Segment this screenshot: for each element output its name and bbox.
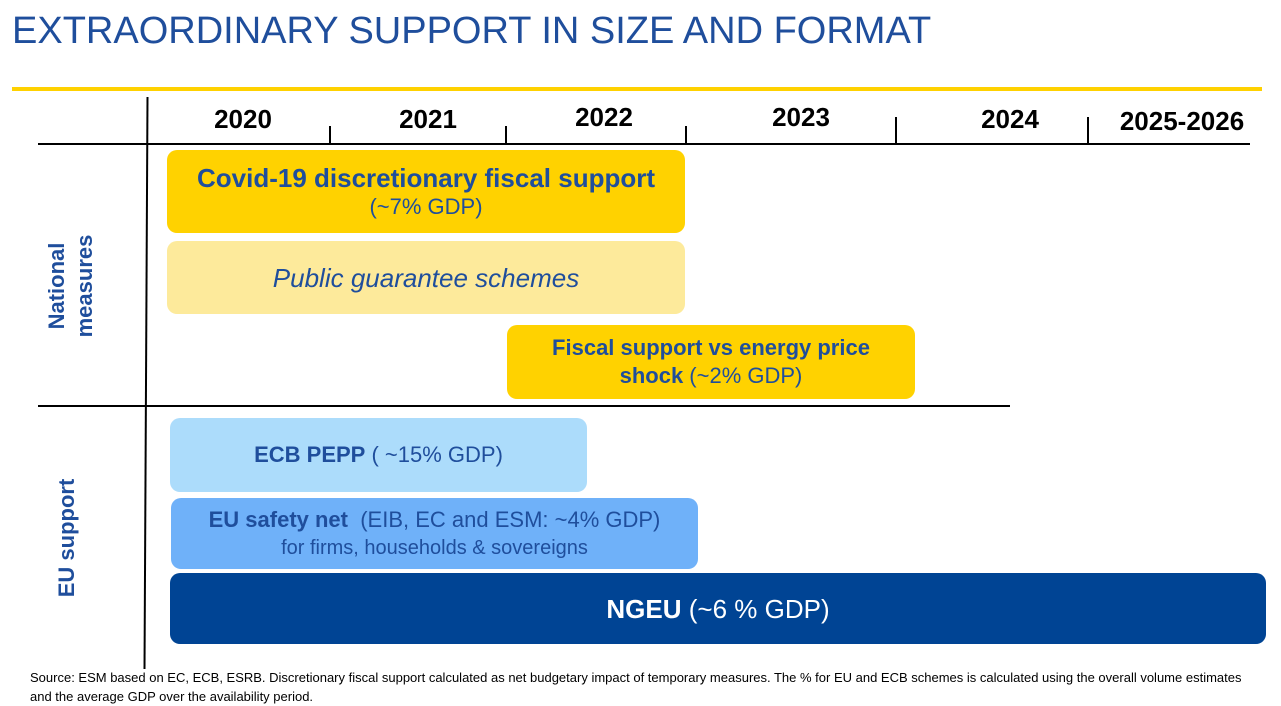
guarantee-bar-label: Public guarantee schemes	[272, 262, 580, 293]
safety-net-bar-line2: for firms, households & sovereigns	[281, 536, 588, 559]
eu-safety-net-bar: EU safety net (EIB, EC and ESM: ~4% GDP)…	[171, 498, 698, 569]
ngeu-bar-value: (~6 % GDP)	[681, 593, 830, 624]
year-tick	[1087, 117, 1089, 143]
section-divider-line	[38, 405, 1010, 407]
eu-support-label: EU support	[53, 478, 81, 598]
eu-label-text: EU support	[54, 478, 79, 598]
energy-bar-value: (~2% GDP)	[683, 363, 803, 388]
year-label-2025-2026: 2025-2026	[1119, 106, 1245, 136]
energy-bar-line1: Fiscal support vs energy price	[552, 335, 870, 360]
pepp-bar-label: ECB PEPP	[254, 442, 366, 467]
pepp-bar-value: ( ~15% GDP)	[365, 442, 503, 467]
vertical-axis-line	[143, 97, 149, 669]
year-tick	[685, 126, 687, 144]
covid-bar-label: Covid-19 discretionary fiscal support	[196, 162, 655, 193]
year-tick	[505, 126, 507, 144]
year-tick	[329, 126, 331, 144]
ngeu-bar-label: NGEU	[606, 593, 682, 624]
public-guarantee-bar: Public guarantee schemes	[167, 241, 685, 314]
year-label-2023: 2023	[772, 102, 830, 132]
energy-price-support-bar: Fiscal support vs energy price shock (~2…	[507, 325, 915, 399]
page-title: EXTRAORDINARY SUPPORT IN SIZE AND FORMAT	[12, 10, 932, 52]
safety-net-bar-label: EU safety net	[208, 506, 348, 532]
ngeu-bar: NGEU (~6 % GDP)	[170, 573, 1266, 644]
year-label-2024: 2024	[981, 104, 1039, 134]
year-label-2022: 2022	[575, 102, 633, 132]
header-divider-line	[38, 143, 1250, 145]
source-note: Source: ESM based on EC, ECB, ESRB. Disc…	[30, 670, 1242, 704]
year-label-2021: 2021	[399, 104, 457, 134]
national-label-line2: measures	[72, 234, 97, 338]
safety-net-bar-value: (EIB, EC and ESM: ~4% GDP)	[348, 506, 661, 532]
year-label-2020: 2020	[214, 104, 272, 134]
title-underline	[12, 87, 1262, 91]
national-label-line1: National	[44, 242, 69, 330]
covid-bar-value: (~7% GDP)	[369, 193, 483, 219]
covid-fiscal-support-bar: Covid-19 discretionary fiscal support (~…	[167, 150, 685, 233]
energy-bar-line2-label: shock	[619, 363, 684, 388]
national-measures-label: National measures	[43, 226, 99, 346]
ecb-pepp-bar: ECB PEPP ( ~15% GDP)	[170, 418, 587, 492]
year-tick	[895, 117, 897, 143]
